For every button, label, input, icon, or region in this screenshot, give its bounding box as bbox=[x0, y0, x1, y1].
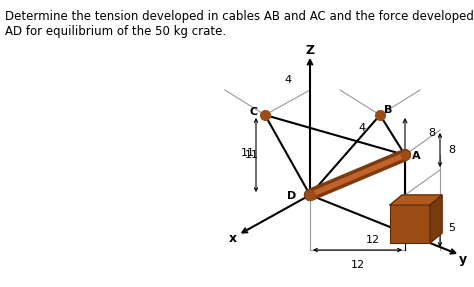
Text: 4: 4 bbox=[358, 123, 365, 133]
Polygon shape bbox=[390, 195, 442, 205]
Text: 8: 8 bbox=[428, 128, 436, 138]
Text: 12: 12 bbox=[351, 260, 365, 270]
Polygon shape bbox=[430, 195, 442, 243]
Text: x: x bbox=[229, 232, 237, 245]
Text: 4: 4 bbox=[284, 75, 292, 85]
Text: D: D bbox=[287, 191, 296, 201]
Text: A: A bbox=[412, 151, 420, 161]
Text: Determine the tension developed in cables AB and AC and the force developed alon: Determine the tension developed in cable… bbox=[5, 10, 474, 38]
Bar bbox=[390, 205, 430, 243]
Text: B: B bbox=[384, 105, 392, 115]
Text: 5: 5 bbox=[435, 210, 441, 220]
Text: Z: Z bbox=[305, 44, 315, 57]
Text: 12: 12 bbox=[366, 235, 380, 245]
Text: 5: 5 bbox=[448, 223, 455, 233]
Text: y: y bbox=[459, 253, 467, 267]
Text: C: C bbox=[250, 107, 258, 117]
Text: 11: 11 bbox=[241, 148, 255, 158]
Text: 11: 11 bbox=[245, 150, 259, 160]
Text: 8: 8 bbox=[448, 145, 455, 155]
